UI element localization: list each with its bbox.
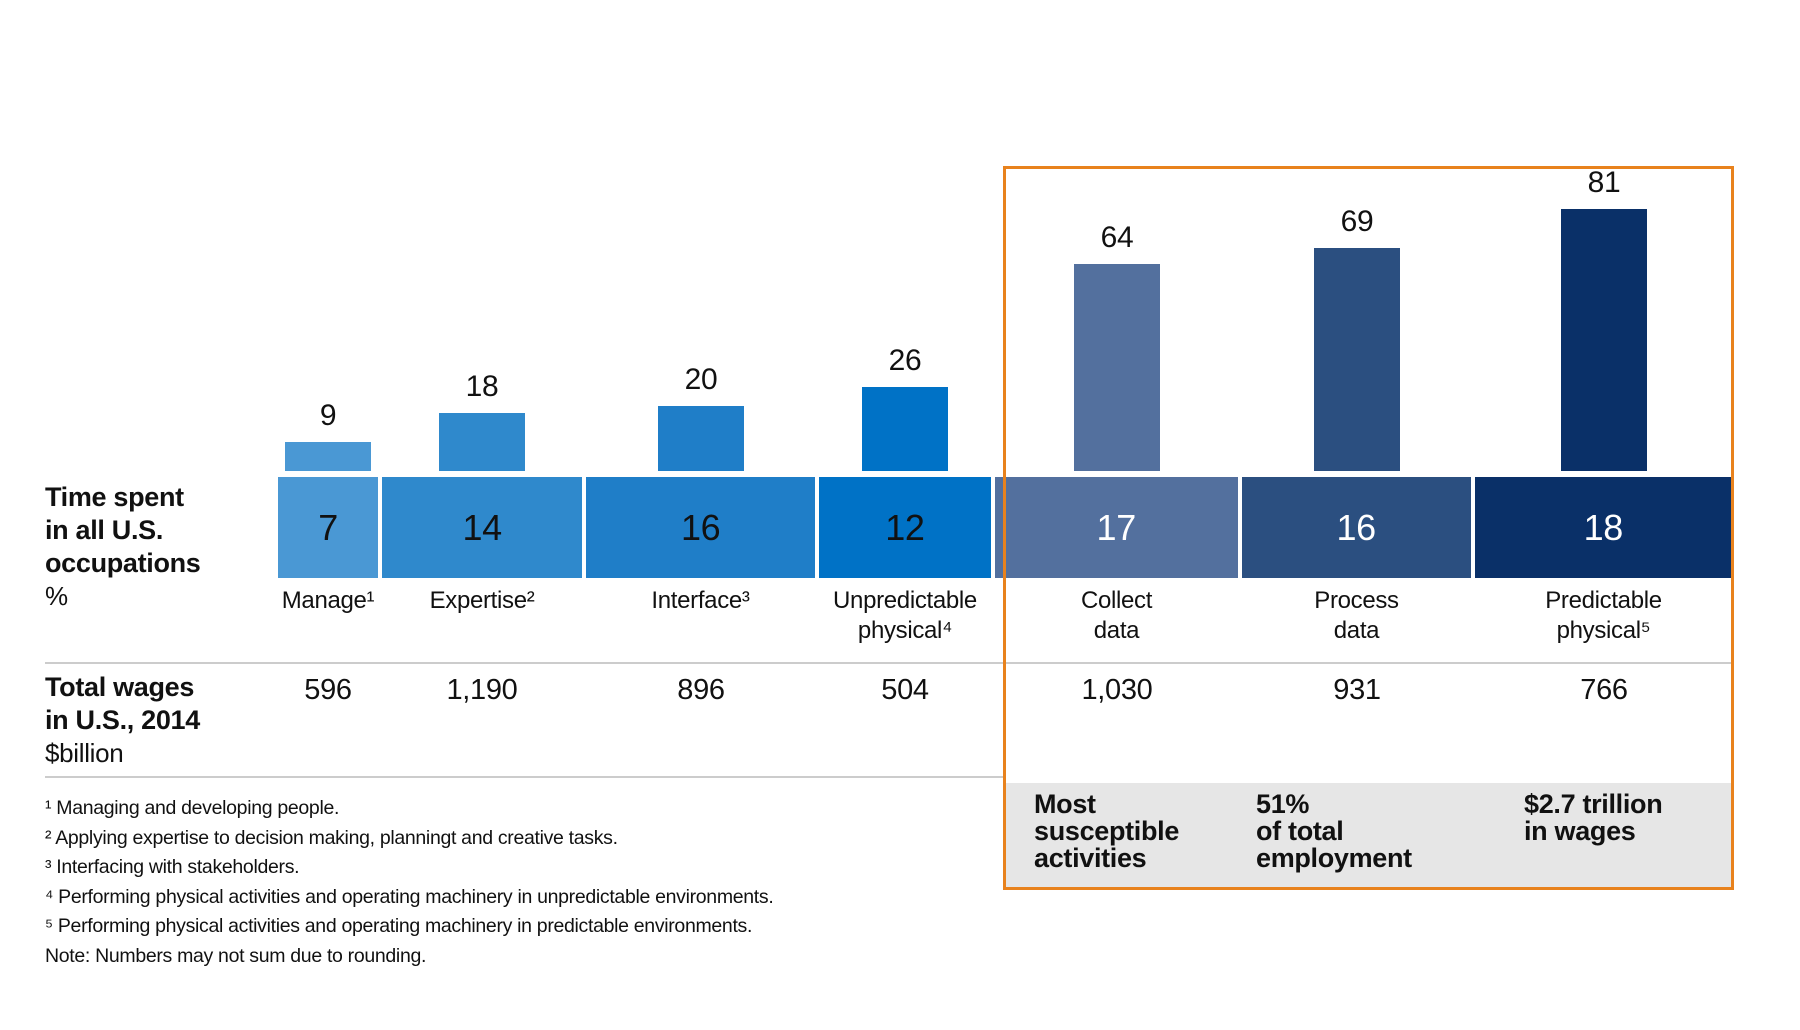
wage-value-4: 1,030	[1081, 674, 1153, 706]
category-label-line: physical⁴	[857, 617, 953, 644]
bar-value-label: 20	[684, 363, 718, 396]
category-label-line: Collect	[1080, 587, 1153, 614]
wage-value-6: 766	[1580, 674, 1628, 706]
band-segment-1: 14	[382, 477, 583, 578]
stat-line: activities	[1034, 843, 1147, 873]
susceptible-stats-panel	[1006, 783, 1731, 887]
footnotes-block: ¹ Managing and developing people. ² Appl…	[45, 794, 774, 971]
stat-wages-trillion: $2.7 trillion in wages	[1524, 789, 1663, 846]
wage-value-0: 596	[304, 674, 352, 706]
stat-most-susceptible: Most susceptible activities	[1034, 791, 1179, 872]
category-label-line: Expertise²	[429, 587, 535, 614]
divider-below-wages-row	[45, 776, 1003, 778]
band-segment-value: 16	[1336, 506, 1376, 548]
row-header-total-wages: Total wages in U.S., 2014 $billion	[45, 671, 200, 770]
bar-2	[658, 406, 744, 471]
stat-line: employment	[1256, 843, 1412, 873]
row-header-time-line: occupations	[45, 548, 201, 578]
footnote-line: ¹ Managing and developing people.	[45, 797, 340, 819]
footnote-line: ² Applying expertise to decision making,…	[45, 826, 618, 849]
category-label-line: physical⁵	[1556, 617, 1651, 644]
band-segment-value: 18	[1583, 506, 1624, 548]
bar-3	[862, 387, 948, 471]
bar-value-label: 64	[1100, 221, 1134, 254]
band-segment-3: 12	[819, 477, 991, 578]
category-label-line: Predictable	[1545, 587, 1662, 614]
bar-value-label: 9	[319, 399, 337, 432]
footnote-line: ⁵ Performing physical activities and ope…	[45, 915, 753, 937]
bar-0	[285, 442, 371, 471]
bar-value-label: 81	[1587, 166, 1621, 199]
band-segment-2: 16	[586, 477, 816, 578]
wage-value-1: 1,190	[446, 674, 518, 706]
bar-value-label: 69	[1340, 205, 1374, 238]
stat-line: of total	[1256, 816, 1344, 846]
category-label-3: Unpredictable physical⁴	[789, 586, 1021, 646]
band-segment-0: 7	[278, 477, 379, 578]
bar-value-label: 26	[888, 344, 922, 377]
category-label-line: Interface³	[651, 587, 750, 614]
category-label-1: Expertise²	[352, 586, 612, 616]
stat-line: $2.7 trillion	[1524, 789, 1663, 819]
category-label-6: Predictable physical⁵	[1445, 586, 1762, 646]
category-label-0: Manage¹	[248, 586, 408, 616]
band-segment-5: 16	[1241, 477, 1471, 578]
row-header-wages-unit: $billion	[45, 738, 124, 768]
row-header-time-spent: Time spent in all U.S. occupations %	[45, 481, 201, 613]
category-label-line: Manage¹	[281, 587, 375, 614]
category-label-2: Interface³	[556, 586, 845, 616]
bar-5	[1314, 248, 1400, 471]
category-label-line: Process	[1314, 587, 1399, 614]
row-header-time-line: Time spent	[45, 482, 184, 512]
band-segment-value: 7	[318, 506, 338, 548]
category-label-5: Process data	[1212, 586, 1501, 646]
category-label-line: data	[1333, 617, 1380, 644]
most-susceptible-highlight-box	[1003, 166, 1734, 890]
row-header-time-line: in all U.S.	[45, 515, 164, 545]
category-label-line: Unpredictable	[833, 587, 977, 614]
stat-line: in wages	[1524, 816, 1636, 846]
band-segment-value: 12	[885, 506, 925, 548]
divider-above-wages-row	[45, 662, 1734, 664]
bar-4	[1074, 264, 1160, 471]
band-segment-6: 18	[1474, 477, 1732, 578]
band-segment-4: 17	[994, 477, 1238, 578]
band-segment-value: 17	[1096, 506, 1137, 548]
time-spent-band: 7 14 16 12 17 16 18	[278, 477, 1732, 578]
stat-line: 51%	[1256, 789, 1310, 819]
footnote-line: ⁴ Performing physical activities and ope…	[45, 885, 774, 908]
band-segment-value: 16	[680, 506, 721, 548]
stat-line: Most	[1034, 789, 1096, 819]
row-header-wages-line: in U.S., 2014	[45, 705, 200, 735]
footnote-note: Note: Numbers may not sum due to roundin…	[45, 944, 427, 967]
category-label-4: Collect data	[965, 586, 1268, 646]
stat-line: susceptible	[1034, 816, 1180, 846]
wage-value-3: 504	[881, 674, 929, 706]
row-header-time-unit: %	[45, 581, 68, 611]
wage-value-5: 931	[1333, 674, 1381, 706]
footnote-line: ³ Interfacing with stakeholders.	[45, 856, 300, 878]
bar-value-label: 18	[465, 370, 499, 403]
row-header-wages-line: Total wages	[45, 672, 195, 702]
band-segment-value: 14	[462, 506, 502, 548]
bar-6	[1561, 209, 1647, 471]
wage-value-2: 896	[677, 674, 725, 706]
category-label-line: data	[1093, 617, 1140, 644]
stat-total-employment: 51% of total employment	[1256, 791, 1412, 872]
bar-1	[439, 413, 525, 471]
